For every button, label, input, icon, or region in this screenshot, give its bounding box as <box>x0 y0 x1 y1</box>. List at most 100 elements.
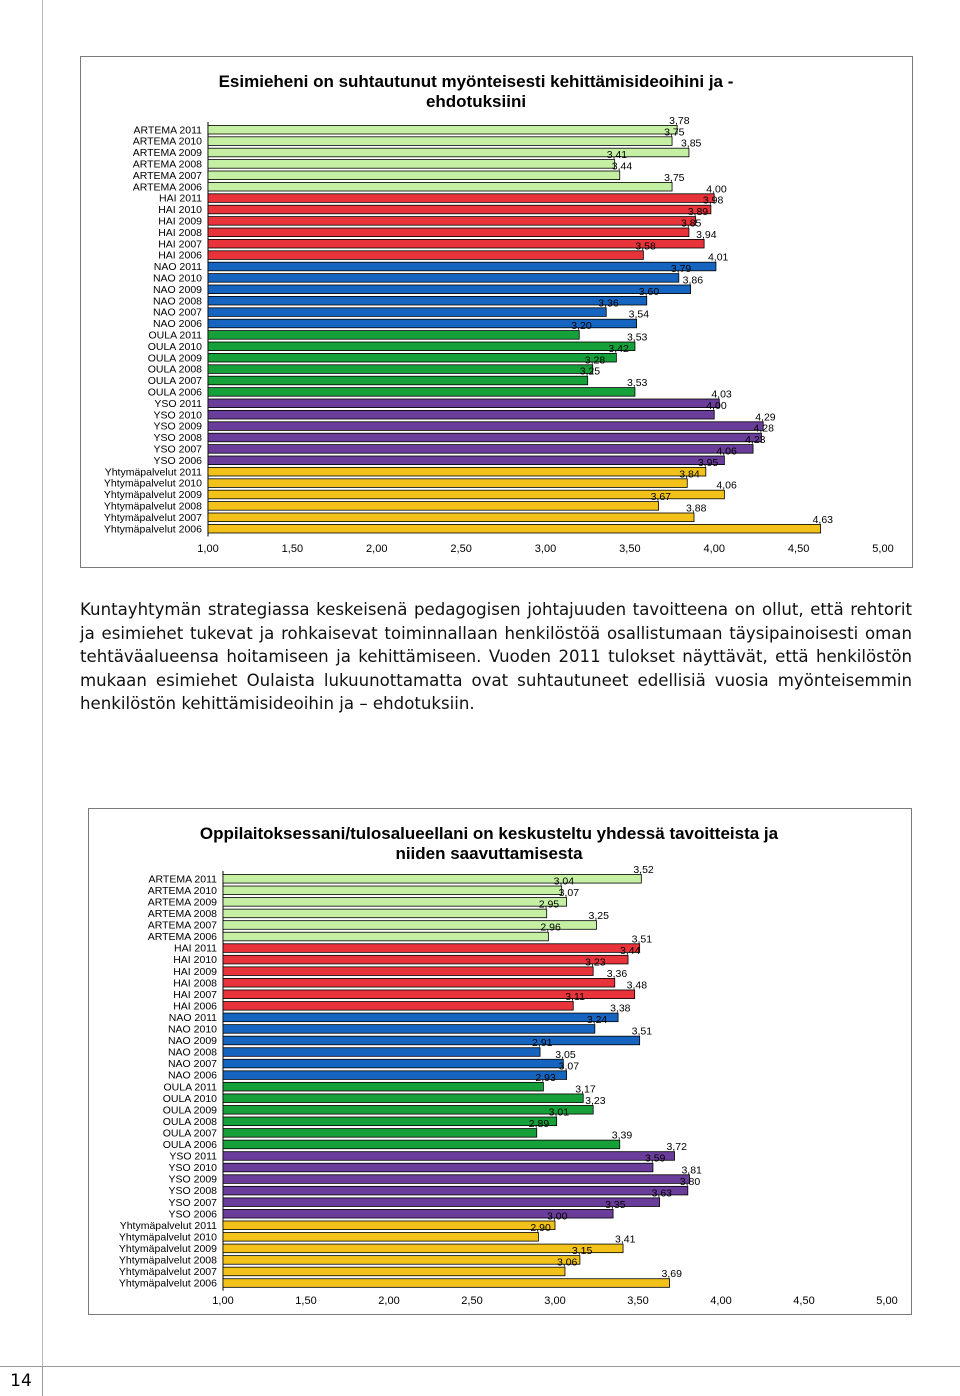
chart-2-category-label: Yhtymäpalvelut 2006 <box>119 1278 217 1290</box>
chart-1-bar <box>207 478 688 488</box>
chart-1-x-tick-label: 2,50 <box>450 543 471 555</box>
chart-2-category-label: HAI 2006 <box>173 1000 217 1012</box>
chart-2-x-tick-label: 5,00 <box>876 1295 897 1307</box>
chart-1-bar <box>207 421 764 431</box>
chart-1-bar <box>207 466 707 477</box>
chart-2-value-label: 3,07 <box>559 1060 580 1072</box>
chart-1-value-label: 3,60 <box>639 286 660 298</box>
chart-1-value-label: 3,98 <box>703 195 724 207</box>
chart-2-value-label: 3,80 <box>680 1176 701 1188</box>
chart-1-bar <box>207 364 594 374</box>
chart-1-value-label: 3,75 <box>664 126 685 138</box>
chart-1-x-tick-label: 4,00 <box>704 543 725 555</box>
chart-2-category-label: YSO 2008 <box>169 1185 218 1197</box>
chart-2-bar <box>222 874 642 884</box>
chart-1-value-label: 4,00 <box>706 400 727 412</box>
chart-2-bar <box>222 943 641 953</box>
chart-2-category-label: NAO 2006 <box>168 1070 217 1082</box>
page-side-rule <box>42 0 43 1366</box>
chart-2-bar <box>222 1116 558 1127</box>
chart-2-category-label: Yhtymäpalvelut 2009 <box>119 1243 217 1255</box>
chart-1-bar <box>207 523 821 534</box>
chart-1-category-label: OULA 2010 <box>148 341 202 353</box>
chart-2-value-label: 2,96 <box>540 922 561 934</box>
chart-2-category-label: ARTEMA 2006 <box>148 931 217 943</box>
chart-2-value-label: 2,90 <box>530 1222 551 1234</box>
chart-1-bar <box>207 501 659 511</box>
chart-2-category-label: Yhtymäpalvelut 2008 <box>119 1255 217 1267</box>
chart-2-title-line: niiden saavuttamisesta <box>395 844 583 863</box>
chart-2-bar <box>222 978 616 988</box>
chart-1-bar <box>207 295 648 306</box>
chart-2-value-label: 3,07 <box>559 887 580 899</box>
chart-1-category-label: OULA 2011 <box>148 330 202 342</box>
chart-1-value-label: 3,20 <box>571 320 592 332</box>
chart-2-value-label: 3,41 <box>615 1234 636 1246</box>
chart-1-bar <box>207 238 705 249</box>
chart-1-value-label: 3,84 <box>679 468 700 480</box>
chart-1-category-label: ARTEMA 2006 <box>133 181 202 193</box>
chart-2-category-label: OULA 2009 <box>163 1104 217 1116</box>
chart-1-value-label: 3,44 <box>612 161 633 173</box>
chart-2-value-label: 3,17 <box>575 1083 596 1095</box>
chart-1-value-label: 3,25 <box>580 366 601 378</box>
chart-2-category-label: NAO 2007 <box>168 1058 217 1070</box>
chart-1-bar <box>207 193 715 203</box>
chart-1-category-label: NAO 2008 <box>153 295 202 307</box>
chart-2-bar <box>222 1266 566 1277</box>
chart-2-category-label: ARTEMA 2009 <box>148 896 217 908</box>
chart-2-category-label: ARTEMA 2007 <box>148 920 217 932</box>
chart-2-value-label: 3,72 <box>667 1141 688 1153</box>
chart-2-value-label: 2,89 <box>529 1118 550 1130</box>
chart-1-bar <box>207 261 717 272</box>
chart-2-value-label: 3,51 <box>632 933 653 945</box>
chart-2-bar <box>222 1024 596 1034</box>
chart-1-category-label: Yhtymäpalvelut 2007 <box>104 512 202 524</box>
chart-2-x-tick-label: 3,50 <box>627 1295 648 1307</box>
chart-2-value-label: 3,35 <box>605 1199 626 1211</box>
chart-1-bar <box>207 273 680 283</box>
chart-2-value-label: 3,00 <box>547 1210 568 1222</box>
chart-1-category-label: YSO 2006 <box>154 455 203 467</box>
page-number: 14 <box>0 1366 43 1396</box>
chart-2-x-tick-label: 1,50 <box>295 1295 316 1307</box>
chart-1-bar <box>207 284 692 295</box>
chart-1-value-label: 3,36 <box>598 297 619 309</box>
chart-2-bar <box>222 1047 541 1057</box>
chart-1-value-label: 4,06 <box>716 480 737 492</box>
chart-2-bar <box>222 920 597 930</box>
chart-1-value-label: 3,85 <box>681 138 702 150</box>
chart-1-value-label: 3,89 <box>688 206 709 218</box>
chart-2-category-label: OULA 2008 <box>163 1116 217 1128</box>
chart-2-bar <box>222 1278 670 1288</box>
chart-1-bar <box>207 330 580 340</box>
chart-1-value-label: 3,94 <box>696 229 717 241</box>
chart-2-bar <box>222 1151 675 1161</box>
chart-1-category-label: NAO 2007 <box>153 307 202 319</box>
chart-2-category-label: OULA 2006 <box>163 1139 217 1151</box>
chart-1-value-label: 3,53 <box>627 377 648 389</box>
chart-2-value-label: 3,51 <box>632 1026 653 1038</box>
chart-2-bar <box>222 1220 556 1230</box>
chart-1-frame: Esimieheni on suhtautunut myönteisesti k… <box>80 56 913 568</box>
chart-2-bar <box>222 1070 568 1080</box>
chart-1-value-label: 3,95 <box>698 457 719 469</box>
chart-1-category-label: NAO 2006 <box>153 318 202 330</box>
chart-2-frame: Oppilaitoksessani/tulosalueellani on kes… <box>88 808 912 1315</box>
chart-1-category-label: HAI 2007 <box>158 238 202 250</box>
chart-2-category-label: YSO 2007 <box>169 1197 218 1209</box>
chart-1-category-label: HAI 2008 <box>158 227 202 239</box>
chart-1-category-label: ARTEMA 2008 <box>133 159 202 171</box>
chart-1-bar <box>207 512 695 523</box>
chart-1-category-label: Yhtymäpalvelut 2006 <box>104 523 202 535</box>
chart-2-svg: Oppilaitoksessani/tulosalueellani on kes… <box>119 824 898 1307</box>
chart-2-value-label: 3,01 <box>549 1107 570 1119</box>
chart-2-category-label: Yhtymäpalvelut 2010 <box>119 1231 217 1243</box>
chart-2-category-label: OULA 2007 <box>163 1127 217 1139</box>
chart-2-value-label: 3,25 <box>589 910 610 922</box>
chart-2-value-label: 3,52 <box>633 864 654 876</box>
chart-1-bar <box>207 216 697 226</box>
chart-2-value-label: 3,48 <box>627 979 648 991</box>
chart-2-category-label: HAI 2008 <box>173 977 217 989</box>
chart-2-category-label: NAO 2010 <box>168 1024 217 1036</box>
